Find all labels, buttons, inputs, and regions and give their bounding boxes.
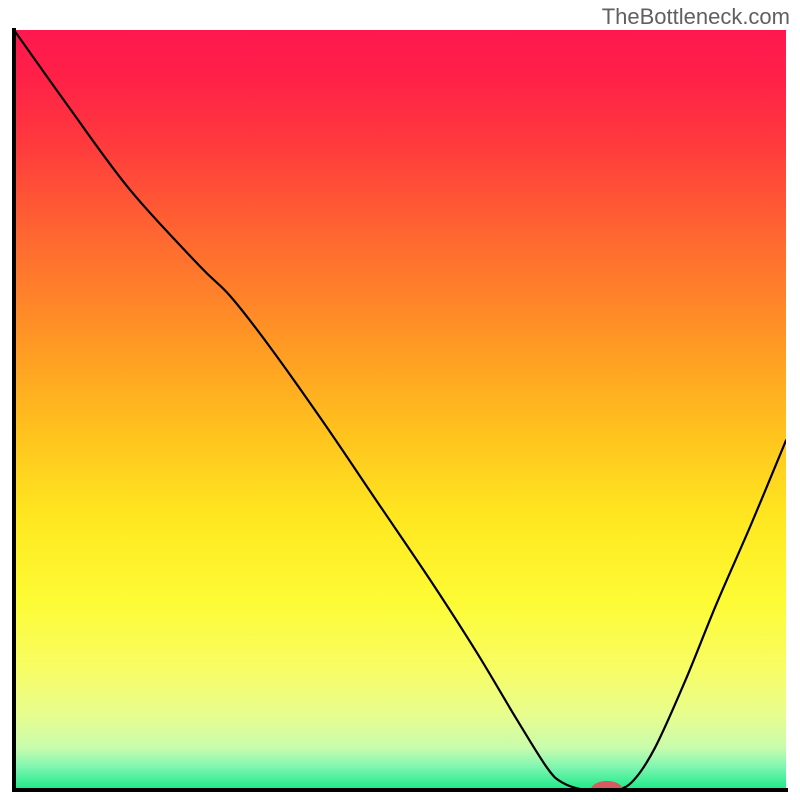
watermark-text: TheBottleneck.com: [602, 4, 790, 30]
chart-background-gradient: [14, 30, 786, 790]
bottleneck-chart: [0, 0, 800, 800]
